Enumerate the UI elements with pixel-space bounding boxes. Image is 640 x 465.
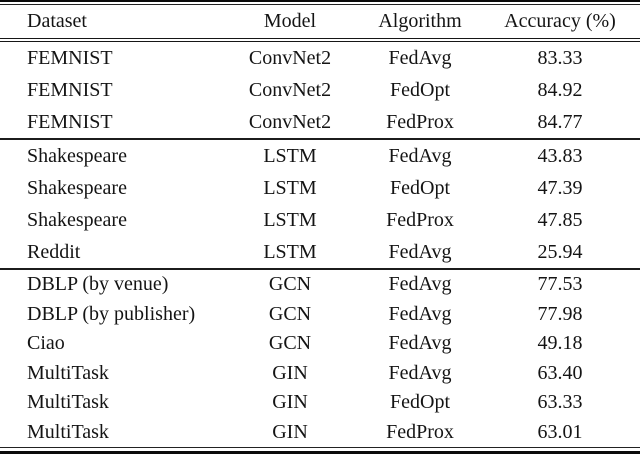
cell-algorithm: FedAvg: [360, 268, 480, 300]
cell-accuracy: 84.77: [537, 111, 583, 133]
cell-algorithm: FedAvg: [388, 302, 452, 325]
table-top-rule: [0, 0, 640, 5]
table-row: Shakespeare LSTM FedProx 47.85: [0, 204, 640, 236]
cell-algorithm: FedProx: [386, 209, 454, 231]
cell-model: GCN: [268, 332, 312, 354]
cell-dataset: Reddit: [27, 241, 81, 263]
cell-model: GCN: [220, 268, 360, 300]
cell-accuracy: 77.53: [480, 268, 640, 300]
cell-model: ConvNet2: [248, 79, 332, 101]
cell-accuracy: 49.18: [537, 332, 583, 354]
table-row: Shakespeare LSTM FedAvg 43.83: [0, 138, 640, 172]
cell-algorithm: FedOpt: [390, 391, 450, 413]
cell-model: LSTM: [263, 209, 317, 231]
cell-accuracy: 63.01: [537, 420, 583, 443]
cell-accuracy: 63.33: [537, 391, 583, 413]
cell-dataset: Shakespeare: [27, 177, 127, 199]
table-row: Reddit LSTM FedAvg 25.94: [0, 236, 640, 269]
cell-accuracy: 84.92: [537, 79, 583, 101]
table-bottom-rule: [0, 447, 640, 454]
table-row: FEMNIST ConvNet2 FedAvg 83.33: [0, 40, 640, 74]
cell-accuracy: 77.98: [537, 302, 583, 325]
table-row: FEMNIST ConvNet2 FedProx 84.77: [0, 106, 640, 139]
cell-algorithm: FedAvg: [360, 138, 480, 172]
cell-dataset: Ciao: [27, 332, 65, 354]
table-row: MultiTask GIN FedOpt 63.33: [0, 388, 640, 418]
cell-dataset: MultiTask: [27, 391, 109, 413]
table-row: Ciao GCN FedAvg 49.18: [0, 329, 640, 359]
header-row: Dataset Model Algorithm Accuracy (%): [0, 5, 640, 42]
cell-algorithm: FedAvg: [388, 47, 452, 69]
cell-algorithm: FedAvg: [388, 361, 452, 384]
cell-dataset: FEMNIST: [27, 47, 113, 69]
federated-learning-results-table: Dataset Model Algorithm Accuracy (%) FEM…: [0, 5, 640, 447]
cell-dataset: MultiTask: [27, 420, 109, 443]
cell-model: GCN: [268, 302, 312, 325]
cell-algorithm: FedOpt: [390, 177, 450, 199]
cell-dataset: Shakespeare: [0, 138, 220, 172]
cell-model: ConvNet2: [248, 111, 332, 133]
cell-dataset: DBLP (by publisher): [27, 302, 196, 325]
cell-dataset: Shakespeare: [27, 209, 127, 231]
cell-dataset: DBLP (by venue): [0, 268, 220, 300]
cell-model: GIN: [272, 361, 308, 384]
table-row: MultiTask GIN FedProx 63.01: [0, 418, 640, 448]
cell-dataset: MultiTask: [27, 361, 109, 384]
cell-accuracy: 43.83: [480, 138, 640, 172]
table-row: DBLP (by publisher) GCN FedAvg 77.98: [0, 300, 640, 330]
cell-model: GIN: [272, 391, 308, 413]
column-header-dataset: Dataset: [0, 5, 220, 42]
table-row: MultiTask GIN FedAvg 63.40: [0, 359, 640, 389]
cell-model: ConvNet2: [248, 47, 332, 69]
table-row: Shakespeare LSTM FedOpt 47.39: [0, 172, 640, 204]
cell-model: LSTM: [263, 241, 317, 263]
cell-algorithm: FedProx: [386, 420, 454, 443]
cell-algorithm: FedOpt: [390, 79, 450, 101]
cell-algorithm: FedAvg: [388, 241, 452, 263]
cell-accuracy: 47.85: [537, 209, 583, 231]
cell-accuracy: 83.33: [537, 47, 583, 69]
cell-algorithm: FedAvg: [388, 332, 452, 354]
cell-model: GIN: [272, 420, 308, 443]
cell-algorithm: FedProx: [386, 111, 454, 133]
cell-dataset: FEMNIST: [27, 79, 113, 101]
table-row: DBLP (by venue) GCN FedAvg 77.53: [0, 268, 640, 300]
cell-model: LSTM: [220, 138, 360, 172]
table-row: FEMNIST ConvNet2 FedOpt 84.92: [0, 74, 640, 106]
cell-model: LSTM: [263, 177, 317, 199]
cell-accuracy: 25.94: [537, 241, 583, 263]
cell-dataset: FEMNIST: [27, 111, 113, 133]
cell-accuracy: 63.40: [537, 361, 583, 384]
column-header-algorithm: Algorithm: [360, 5, 480, 42]
column-header-accuracy: Accuracy (%): [480, 5, 640, 42]
cell-accuracy: 47.39: [537, 177, 583, 199]
column-header-model: Model: [220, 5, 360, 42]
